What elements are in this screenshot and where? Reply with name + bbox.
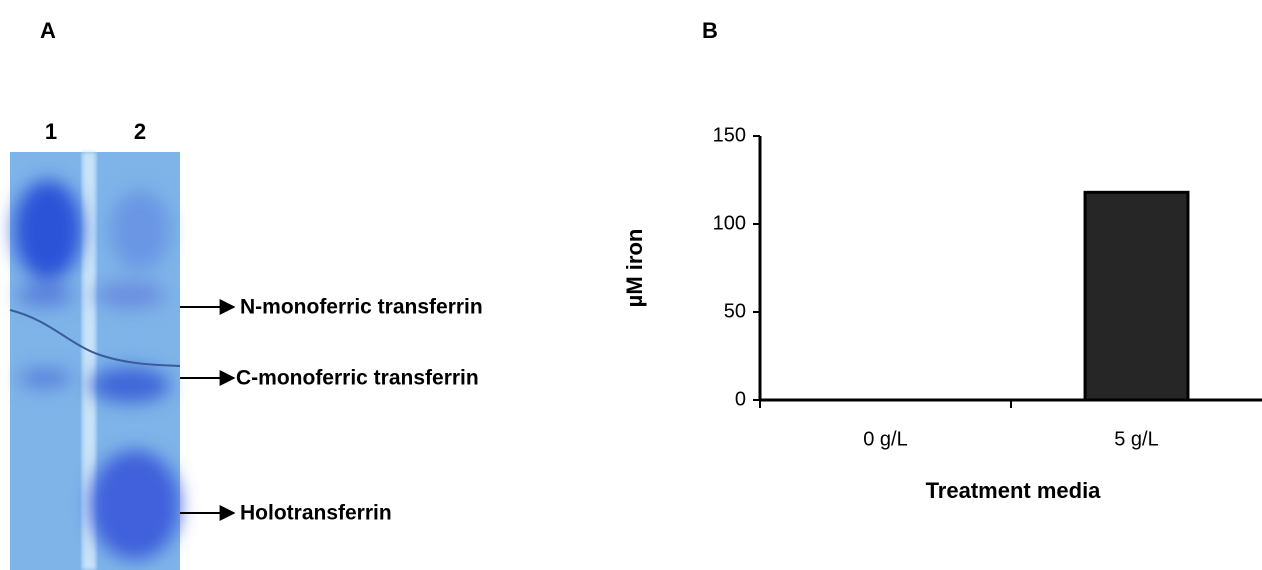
y-tick-label: 150 — [713, 124, 746, 146]
page: A B 1 2 N-monoferric transferrin C-monof… — [0, 0, 1262, 570]
x-axis-label: Treatment media — [926, 478, 1102, 503]
lane-label: 1 — [45, 119, 57, 144]
gel-image — [10, 152, 180, 570]
figure: A B 1 2 N-monoferric transferrin C-monof… — [0, 0, 1262, 570]
band-label: C-monoferric transferrin — [236, 367, 479, 390]
y-tick-label: 50 — [724, 300, 746, 322]
band-label: Holotransferrin — [240, 502, 392, 525]
panel-label: B — [702, 18, 718, 43]
panel-label: A — [40, 18, 56, 43]
band-label: N-monoferric transferrin — [240, 296, 483, 319]
lane-label: 2 — [134, 119, 146, 144]
y-axis-label: µM iron — [622, 229, 647, 308]
bar — [1085, 192, 1188, 400]
x-tick-label: 5 g/L — [1114, 428, 1158, 450]
y-tick-label: 0 — [735, 388, 746, 410]
x-tick-label: 0 g/L — [863, 428, 907, 450]
y-tick-label: 100 — [713, 212, 746, 234]
